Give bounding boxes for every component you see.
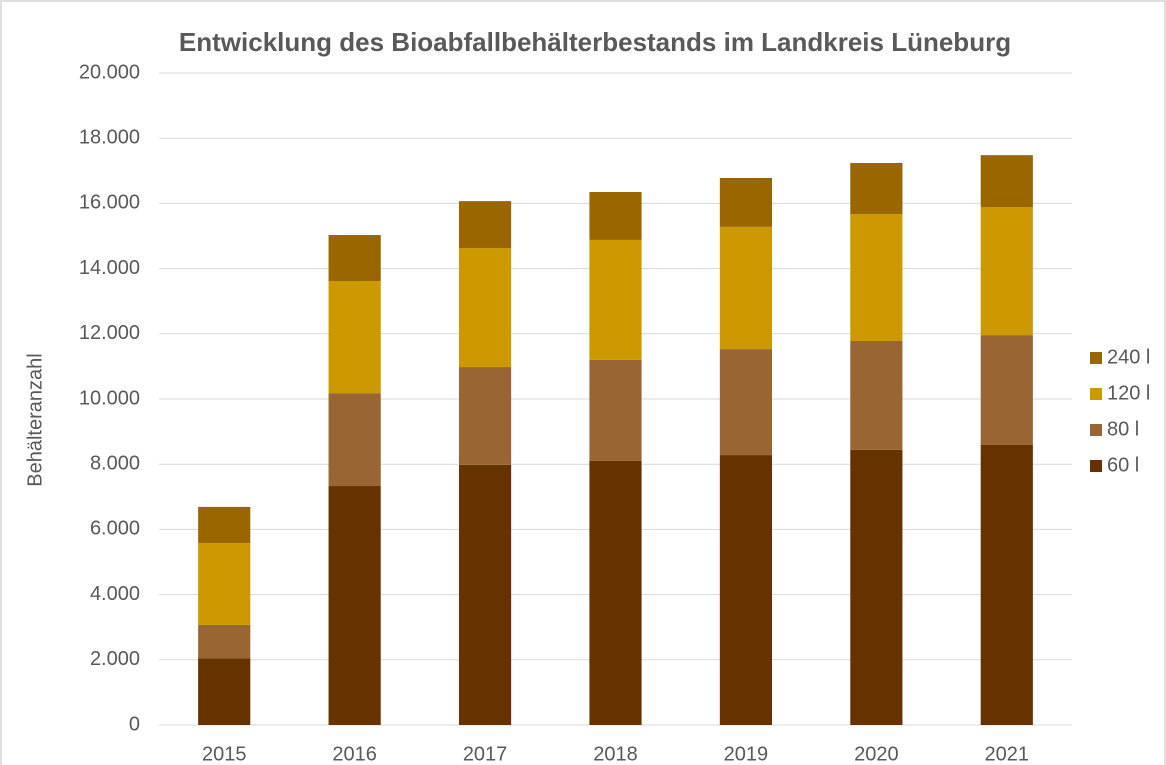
- bar-segment: [458, 464, 512, 725]
- x-tick-label: 2016: [332, 743, 377, 765]
- bar-segment: [850, 214, 903, 341]
- bar-segment: [719, 455, 773, 725]
- bar-segment: [850, 162, 903, 215]
- legend-label: 60 l: [1107, 454, 1139, 476]
- x-tick-label: 2017: [463, 743, 508, 765]
- bar-segment: [980, 335, 1033, 445]
- y-tick-label: 14.000: [79, 257, 140, 279]
- bar-segment: [719, 349, 773, 456]
- bar-segment: [719, 226, 773, 350]
- bar-segment: [328, 393, 381, 487]
- x-tick-label: 2018: [593, 743, 638, 765]
- y-tick-label: 12.000: [79, 322, 140, 344]
- bar-segment: [458, 248, 512, 368]
- x-tick-label: 2020: [854, 743, 899, 765]
- bar-segment: [980, 444, 1033, 725]
- bar-segment: [198, 506, 251, 544]
- bar-segment: [589, 359, 642, 461]
- y-tick-label: 6.000: [90, 518, 140, 540]
- y-tick-label: 0: [129, 713, 140, 735]
- bar-segment: [589, 239, 642, 360]
- bar-segment: [328, 280, 381, 394]
- chart-title: Entwicklung des Bioabfallbehälterbestand…: [179, 27, 1011, 57]
- legend-swatch: [1090, 460, 1102, 472]
- bar-segment: [328, 486, 381, 725]
- y-tick-label: 20.000: [79, 61, 140, 83]
- y-tick-label: 18.000: [79, 126, 140, 148]
- y-tick-label: 10.000: [79, 387, 140, 409]
- y-axis-label: Behälteranzahl: [24, 353, 46, 486]
- x-tick-label: 2021: [985, 743, 1030, 765]
- bar-segment: [980, 206, 1033, 336]
- bar-segment: [198, 658, 251, 725]
- bar-segment: [589, 191, 642, 240]
- legend-swatch: [1090, 424, 1102, 436]
- y-tick-label: 2.000: [90, 648, 140, 670]
- legend-swatch: [1090, 352, 1102, 364]
- bar-segment: [850, 449, 903, 725]
- y-tick-label: 8.000: [90, 452, 140, 474]
- bar-segment: [589, 460, 642, 725]
- bar-segment: [719, 177, 773, 227]
- bar-segment: [980, 155, 1033, 207]
- legend-label: 240 l: [1107, 346, 1150, 368]
- bar-segment: [198, 543, 251, 625]
- y-tick-label: 16.000: [79, 192, 140, 214]
- bar-segment: [458, 201, 512, 249]
- y-tick-label: 4.000: [90, 583, 140, 605]
- x-tick-label: 2015: [202, 743, 247, 765]
- bar-segment: [458, 367, 512, 465]
- x-tick-label: 2019: [724, 743, 769, 765]
- bar-segment: [198, 624, 251, 659]
- legend-label: 80 l: [1107, 418, 1139, 440]
- bar-segment: [850, 340, 903, 450]
- legend-swatch: [1090, 388, 1102, 400]
- legend-label: 120 l: [1107, 382, 1150, 404]
- bar-segment: [328, 235, 381, 281]
